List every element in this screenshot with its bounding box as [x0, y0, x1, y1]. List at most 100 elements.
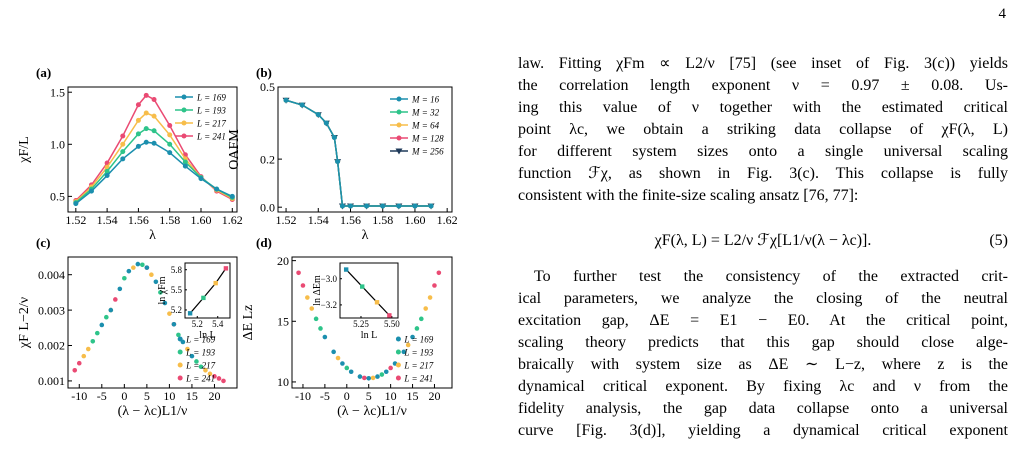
- data-point: [113, 297, 118, 302]
- text-line: point λc, we obtain a striking data coll…: [518, 121, 1008, 138]
- data-point: [85, 346, 91, 352]
- data-point: [189, 353, 195, 359]
- data-point: [73, 201, 79, 207]
- text-line: ical parameters, we analyze the closing …: [518, 290, 1008, 307]
- inset-point: [360, 284, 365, 289]
- legend-label: L = 169: [403, 335, 433, 345]
- data-point: [323, 120, 329, 126]
- legend-label: L = 217: [403, 361, 433, 371]
- x-tick-label: 1.52: [65, 213, 86, 227]
- x-tick-label: 10: [163, 389, 175, 403]
- y-tick-label: 15: [277, 314, 289, 328]
- y-axis-label: ln χFm: [157, 276, 168, 304]
- text-line: the correlation length exponent ν = 0.97…: [518, 77, 1008, 94]
- paragraph: law. Fitting χFm ∝ L2/ν [75] (see inset …: [518, 53, 1008, 207]
- panel-label: (d): [256, 235, 272, 250]
- data-point: [216, 376, 222, 381]
- data-point: [185, 346, 190, 352]
- data-point: [419, 316, 424, 322]
- x-axis-label: ln L: [361, 330, 377, 341]
- data-point: [379, 372, 385, 377]
- x-tick-label: 1.58: [159, 213, 180, 227]
- data-point: [313, 316, 319, 322]
- data-point: [167, 150, 173, 156]
- inset-point: [201, 295, 206, 301]
- data-point: [315, 112, 321, 118]
- legend-marker: [395, 336, 401, 342]
- x-axis-label: (λ − λc)L1/ν: [118, 404, 188, 419]
- y-tick-label: 1.5: [50, 85, 65, 99]
- data-point: [348, 203, 353, 209]
- figure: (a) 1.52 1.54 1.56 1.58 1.60 1.62 0.5 1.0 1.5 λ χF/…: [17, 65, 458, 419]
- x-tick-label: 1.54: [97, 213, 118, 227]
- data-point: [348, 369, 354, 375]
- page-number: 4: [998, 6, 1007, 22]
- legend-marker: [177, 362, 183, 368]
- data-point: [305, 295, 310, 300]
- data-point: [104, 168, 110, 174]
- inset-point: [213, 280, 218, 286]
- x-tick-label: 1.62: [222, 213, 243, 227]
- x-axis-label: (λ − λc)L1/ν: [337, 404, 407, 419]
- y-tick-label: 10: [277, 375, 289, 389]
- data-point: [214, 186, 220, 192]
- data-point: [144, 265, 150, 270]
- legend-marker: [395, 375, 401, 381]
- data-point: [309, 306, 315, 311]
- x-tick-label: -10: [295, 389, 311, 403]
- data-point: [405, 342, 411, 348]
- legend-marker: [395, 148, 403, 155]
- y-tick-label: 0.0: [260, 200, 275, 214]
- equation-row: χF(λ, L) = L2/ν ℱχ[L1/ν(λ − λc)]. (5): [518, 230, 1008, 252]
- legend-label: L = 193: [185, 348, 215, 358]
- text-line: law. Fitting χFm ∝ L2/ν [75] (see inset …: [518, 55, 1008, 72]
- data-point: [436, 270, 442, 276]
- data-point: [432, 283, 437, 288]
- y-tick-label: 0.004: [38, 268, 65, 282]
- x-tick-label: 20: [428, 389, 440, 403]
- x-tick-label: -10: [71, 389, 87, 403]
- legend-label: L = 241: [185, 374, 215, 384]
- x-tick-label: 1.54: [308, 213, 329, 227]
- legend-label: M = 256: [411, 147, 444, 157]
- panel-label: (a): [36, 65, 51, 80]
- data-point: [94, 330, 100, 336]
- data-point: [81, 353, 87, 359]
- data-point: [375, 374, 380, 379]
- x-tick-label: 15: [407, 389, 419, 403]
- x-tick-label: 20: [208, 389, 220, 403]
- legend-label: L = 193: [196, 106, 226, 116]
- data-point: [143, 110, 149, 116]
- x-tick-label: 0: [344, 389, 350, 403]
- data-point: [401, 349, 407, 355]
- data-point: [414, 326, 420, 331]
- data-point: [143, 126, 149, 132]
- x-tick-label: 5.50: [384, 319, 400, 329]
- paragraph: To further test the consistency of the e…: [518, 266, 1008, 442]
- legend-label: L = 241: [196, 132, 226, 142]
- data-point: [135, 117, 141, 123]
- fit-line: [189, 268, 227, 314]
- data-point: [396, 203, 402, 209]
- text-line: ing this value of ν together with the es…: [518, 99, 1008, 116]
- data-point: [162, 300, 168, 306]
- text-line: dynamical critical exponent. By fixing λ…: [518, 378, 1008, 395]
- legend-marker: [177, 349, 183, 355]
- text-line: To further test the consistency of the e…: [534, 268, 1008, 285]
- data-point: [158, 290, 163, 295]
- data-point: [135, 102, 141, 108]
- x-tick-label: 1.58: [372, 213, 393, 227]
- text-line: function ℱχ, as shown in Fig. 3(c). This…: [518, 165, 1008, 182]
- y-tick-label: 20: [277, 254, 289, 268]
- y-tick-label: 0.001: [38, 374, 65, 388]
- legend-marker: [181, 107, 187, 113]
- x-tick-label: 1.60: [404, 213, 425, 227]
- data-point: [212, 374, 217, 379]
- x-axis-label: λ: [362, 228, 369, 243]
- data-point: [176, 332, 181, 338]
- data-point: [167, 123, 173, 129]
- data-point: [194, 359, 199, 364]
- data-point: [167, 141, 173, 147]
- data-point: [72, 367, 78, 373]
- inset-point: [374, 300, 380, 305]
